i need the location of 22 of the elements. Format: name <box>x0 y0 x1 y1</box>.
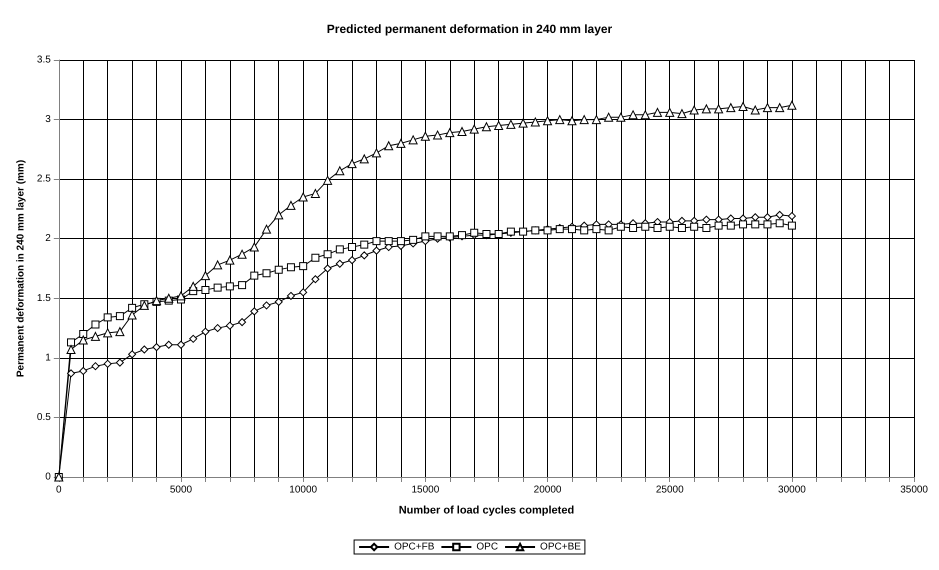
y-axis-title: Permanent deformation in 240 mm layer (mm) <box>16 160 26 378</box>
x-tick-label: 15000 <box>411 484 440 496</box>
x-tick-label: 30000 <box>778 484 806 496</box>
x-tick-label: 35000 <box>900 484 928 496</box>
x-tick-label: 20000 <box>534 484 562 496</box>
y-tick-label: 2 <box>45 233 52 244</box>
y-tick-label: 3.5 <box>36 54 52 66</box>
y-tick-label: 3 <box>45 114 52 126</box>
x-tick-label: 25000 <box>656 484 684 496</box>
y-tick-label: 2.5 <box>36 174 52 185</box>
chart-title: Predicted permanent deformation in 240 mm layer <box>326 22 613 36</box>
legend-label: OPC+BE <box>540 542 582 552</box>
y-tick-label: 1.5 <box>36 292 52 304</box>
legend-label: OPC+FB <box>394 542 435 552</box>
x-axis-title: Number of load cycles completed <box>398 504 574 516</box>
x-tick-label: 10000 <box>289 484 318 496</box>
y-tick-label: 0 <box>45 472 52 482</box>
y-tick-label: 1 <box>45 352 52 364</box>
y-tick-label: 0.5 <box>36 412 52 423</box>
x-tick-label: 0 <box>56 484 62 496</box>
x-tick-label: 5000 <box>170 484 193 496</box>
legend-label: OPC <box>476 542 498 552</box>
